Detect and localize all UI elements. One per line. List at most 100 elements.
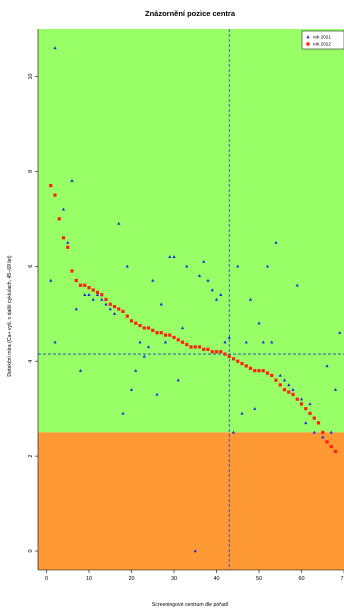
point-2022 xyxy=(138,324,142,328)
point-2022 xyxy=(295,397,299,401)
point-2021 xyxy=(321,435,325,439)
point-2022 xyxy=(91,288,95,292)
point-2022 xyxy=(108,302,112,306)
point-2022 xyxy=(104,297,108,302)
point-2022 xyxy=(49,184,53,188)
legend-marker-2022 xyxy=(306,42,310,46)
point-2021 xyxy=(312,430,316,434)
point-2021 xyxy=(295,283,299,287)
point-2021 xyxy=(261,340,265,344)
legend-box xyxy=(301,30,344,50)
point-2021 xyxy=(61,207,66,211)
point-2021 xyxy=(53,46,57,50)
point-2021 xyxy=(66,240,70,244)
band-1 xyxy=(38,432,344,570)
point-2021 xyxy=(308,402,312,406)
point-2022 xyxy=(202,347,206,351)
point-2021 xyxy=(49,278,53,282)
point-2021 xyxy=(138,340,142,344)
point-2021 xyxy=(70,179,74,183)
point-2022 xyxy=(83,283,87,287)
legend-label: rok 2022 xyxy=(313,42,331,47)
y-tick-label: 6 xyxy=(28,265,34,268)
point-2021 xyxy=(304,421,308,425)
point-2022 xyxy=(291,392,295,397)
point-2022 xyxy=(142,326,146,330)
point-2022 xyxy=(227,354,231,359)
point-2021 xyxy=(159,302,163,306)
axes: 0 2 4 6 8 10 0 10 20 30 40 50 60 7 xyxy=(28,29,344,582)
point-2022 xyxy=(261,369,265,373)
point-2021 xyxy=(219,293,223,296)
point-2021 xyxy=(193,549,197,553)
point-2022 xyxy=(180,340,185,344)
point-2021 xyxy=(257,321,261,325)
point-2021 xyxy=(117,221,121,225)
point-2021 xyxy=(197,274,202,277)
x-tick-label: 60 xyxy=(298,576,304,582)
point-2021 xyxy=(104,302,108,306)
x-tick-label: 0 xyxy=(45,576,48,582)
point-2022 xyxy=(78,283,83,287)
point-2021 xyxy=(223,340,227,344)
point-2021 xyxy=(338,331,342,334)
point-2022 xyxy=(312,416,316,420)
y-tick-label: 8 xyxy=(28,170,34,173)
point-2022 xyxy=(146,326,151,330)
point-2021 xyxy=(244,340,248,344)
point-2022 xyxy=(176,338,180,342)
point-2021 xyxy=(227,335,231,339)
point-2021 xyxy=(210,288,214,292)
point-2022 xyxy=(168,333,172,337)
point-2021 xyxy=(125,264,129,268)
point-2021 xyxy=(108,307,112,311)
point-2021 xyxy=(185,264,189,268)
point-2021 xyxy=(95,293,100,296)
point-2022 xyxy=(274,378,278,382)
point-2021 xyxy=(270,340,274,344)
point-2021 xyxy=(87,293,91,296)
point-2021 xyxy=(287,383,291,387)
point-2022 xyxy=(304,407,308,411)
point-2022 xyxy=(206,347,210,351)
point-2022 xyxy=(185,342,189,347)
point-2021 xyxy=(112,312,117,315)
point-2022 xyxy=(265,371,270,375)
point-2021 xyxy=(142,354,146,358)
point-2022 xyxy=(236,359,240,363)
point-2022 xyxy=(57,217,61,221)
point-2022 xyxy=(121,309,125,313)
point-2022 xyxy=(112,305,117,309)
reference-lines xyxy=(38,29,344,570)
point-2021 xyxy=(214,297,219,301)
y-tick-label: 10 xyxy=(28,73,34,79)
point-2021 xyxy=(253,406,257,410)
x-tick-label: 40 xyxy=(213,576,219,582)
point-2022 xyxy=(134,321,138,325)
legend: rok 2021 rok 2022 xyxy=(301,30,344,50)
point-2022 xyxy=(214,350,219,354)
point-2022 xyxy=(278,383,282,387)
point-2021 xyxy=(240,411,244,415)
point-2022 xyxy=(87,286,91,290)
point-2022 xyxy=(74,278,78,283)
chart-title: Znázornění pozice centra xyxy=(145,9,236,18)
point-2021 xyxy=(121,411,125,415)
x-tick-label: 10 xyxy=(86,576,92,582)
point-2021 xyxy=(248,297,253,301)
point-2022 xyxy=(129,319,134,323)
point-2021 xyxy=(146,345,151,349)
point-2022 xyxy=(257,369,261,373)
point-2022 xyxy=(53,193,57,197)
point-2022 xyxy=(172,335,176,340)
point-2022 xyxy=(66,245,70,249)
point-2022 xyxy=(299,402,304,406)
point-2021 xyxy=(91,297,95,301)
point-2021 xyxy=(265,264,270,268)
point-2022 xyxy=(193,345,197,349)
plot-background xyxy=(38,29,344,570)
y-tick-label: 0 xyxy=(28,549,34,552)
point-2021 xyxy=(333,387,338,391)
point-2021 xyxy=(100,297,104,301)
